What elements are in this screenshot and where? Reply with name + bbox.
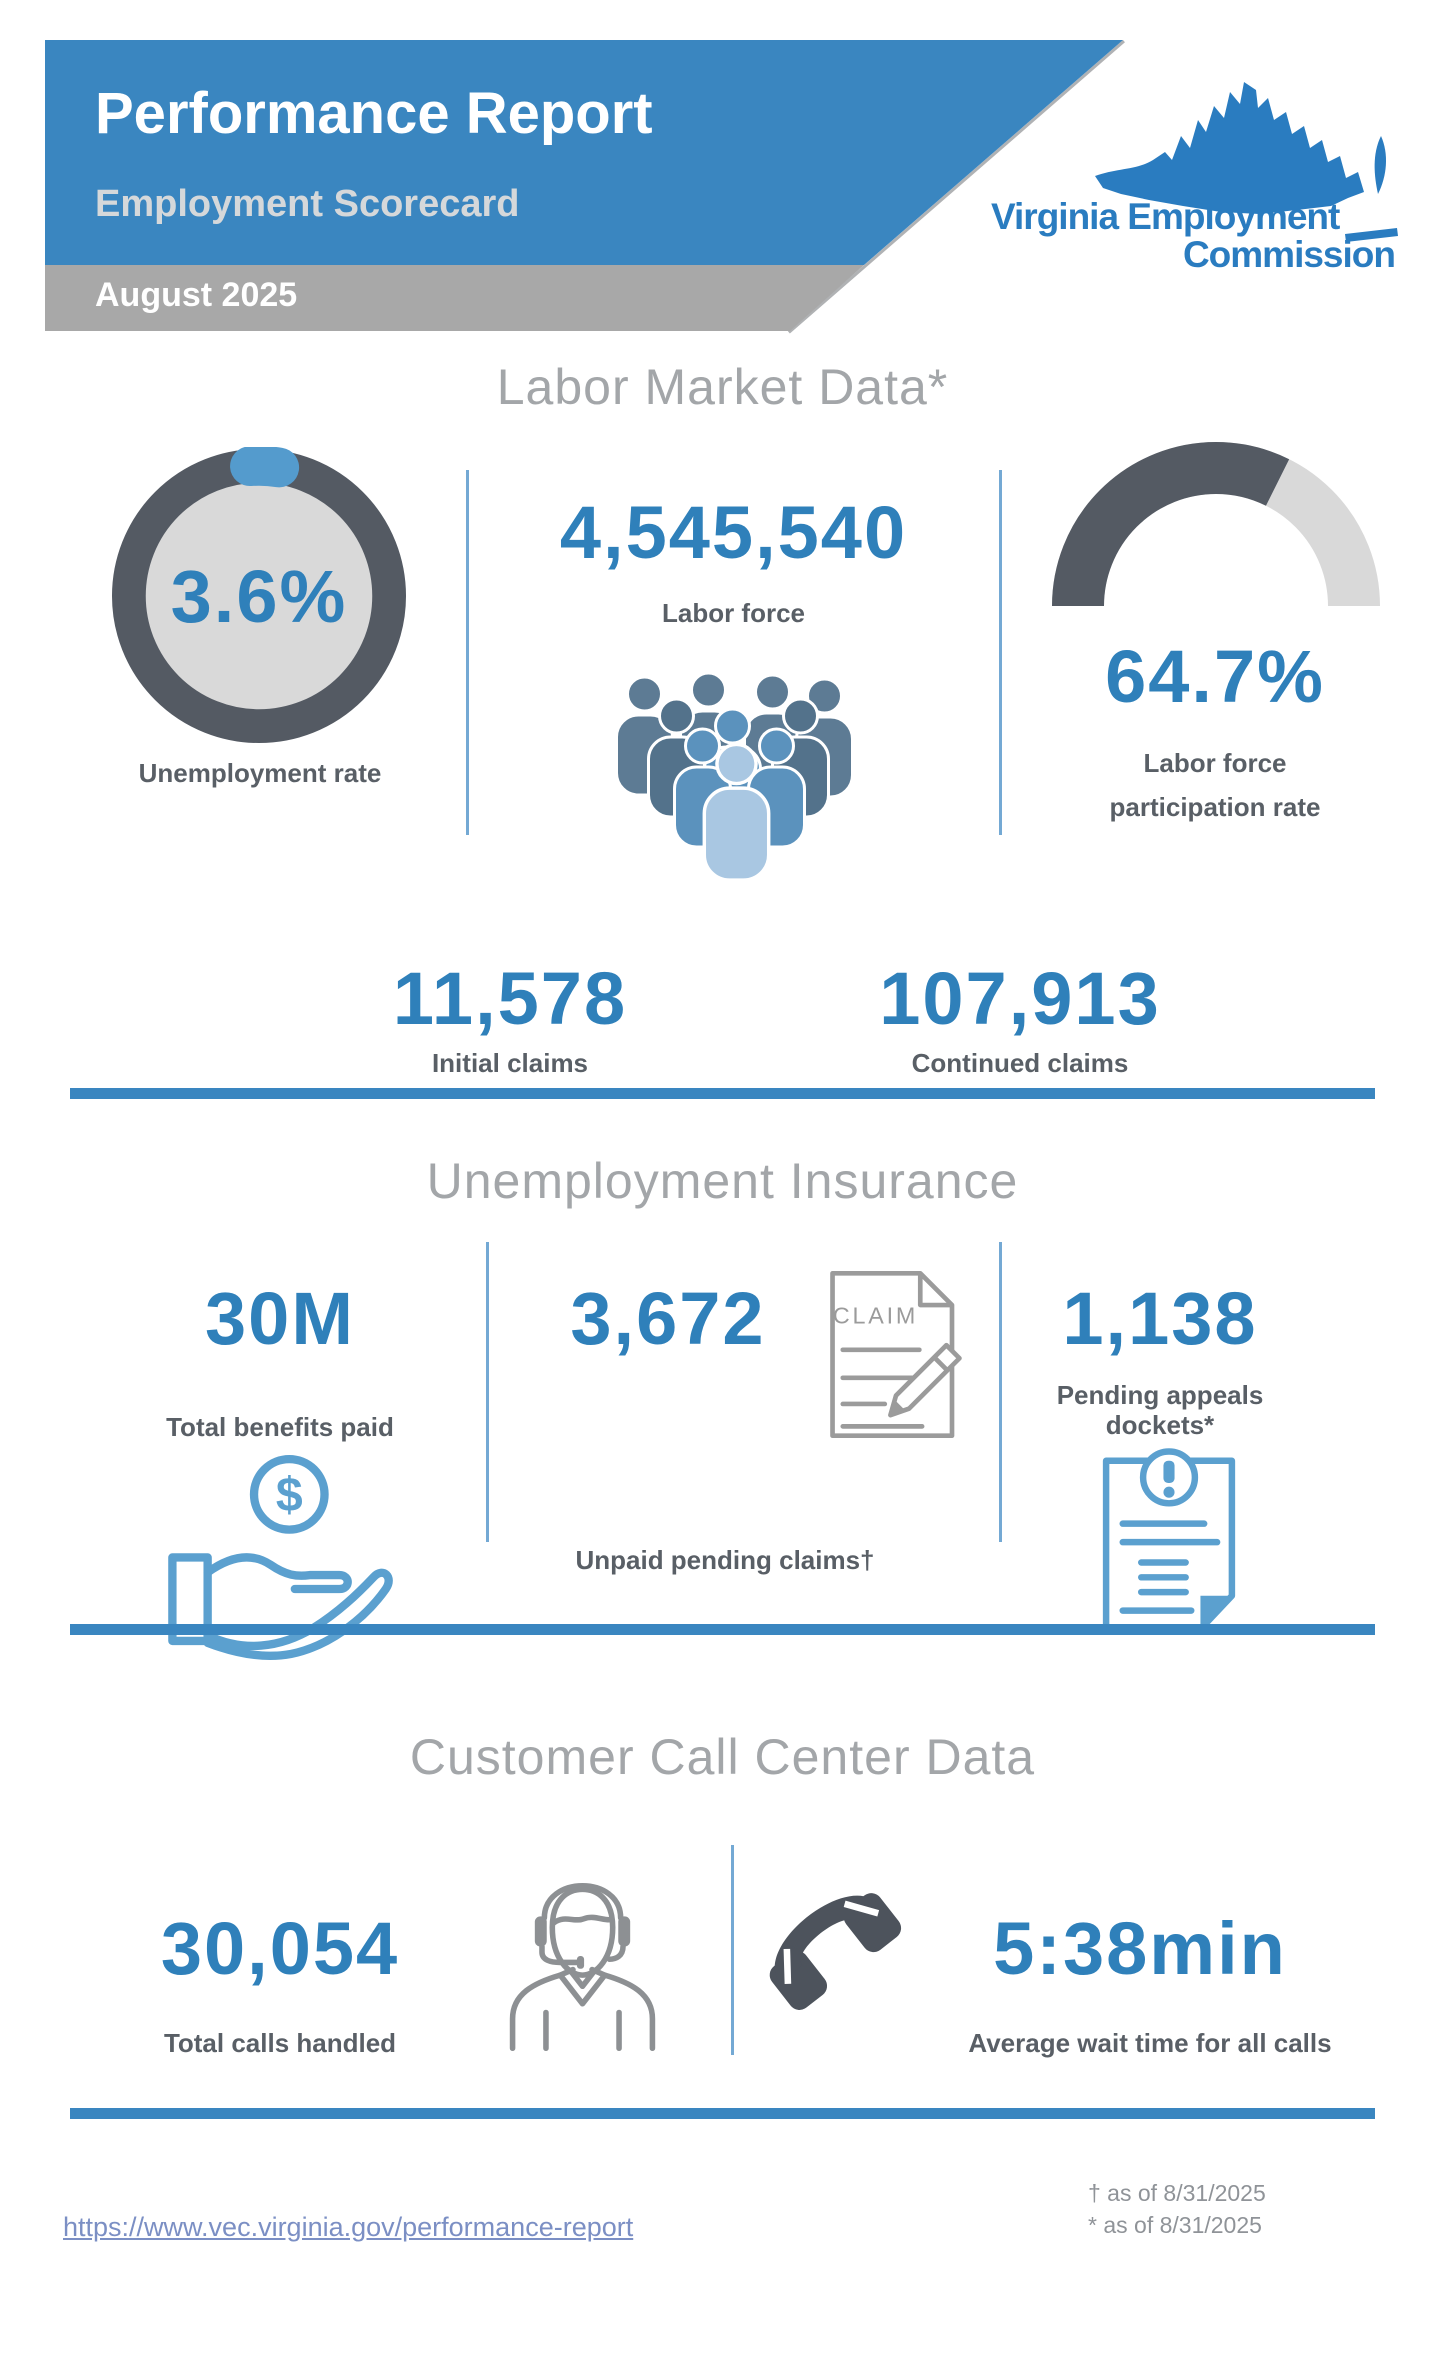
vec-logo: Virginia Employment Commission xyxy=(945,70,1403,295)
agent-head xyxy=(549,1886,616,1978)
logo-text-line2: Commission xyxy=(1182,234,1396,275)
hand-coin-icon: $ xyxy=(168,1454,393,1660)
calls-handled-label: Total calls handled xyxy=(163,2028,397,2058)
section-divider-2 xyxy=(70,1624,1375,1635)
claim-document-icon: CLAIM xyxy=(830,1270,962,1439)
unpaid-claims-value: 3,672 xyxy=(570,1277,766,1360)
wait-time-value: 5:38min xyxy=(993,1907,1287,1990)
continued-claims-value: 107,913 xyxy=(879,957,1161,1040)
people-group-icon xyxy=(615,671,852,882)
participation-rate-label-line2: participation rate xyxy=(1109,792,1321,822)
agent-vneck-outer xyxy=(557,1972,608,2007)
agent-vneck-inner xyxy=(568,1969,597,1990)
donut-value-arc xyxy=(110,447,408,745)
phone-bridge xyxy=(774,1895,880,1983)
participation-rate-value: 64.7% xyxy=(1105,635,1325,718)
pending-appeals-label-line2: dockets* xyxy=(1105,1410,1215,1440)
footnote-dagger: † as of 8/31/2025 xyxy=(1088,2180,1266,2206)
logo-brush-dash xyxy=(1345,228,1398,242)
phone-slit-right xyxy=(843,1900,880,1917)
footnote-star: * as of 8/31/2025 xyxy=(1088,2212,1262,2238)
section-title-call-center: Customer Call Center Data xyxy=(409,1729,1036,1785)
total-benefits-value: 30M xyxy=(205,1277,355,1360)
wait-time-label: Average wait time for all calls xyxy=(968,2028,1332,2058)
coin-circle xyxy=(249,1454,329,1534)
virginia-state-icon xyxy=(1095,82,1398,242)
headset-earpad-right xyxy=(618,1916,631,1947)
appeals-docket-icon xyxy=(1102,1448,1236,1633)
section-divider-3 xyxy=(70,2108,1375,2119)
headset-band xyxy=(541,1883,624,1921)
phone-icon xyxy=(769,1893,902,2010)
logo-text-line1: Virginia Employment xyxy=(991,196,1340,237)
pencil-tip xyxy=(890,1400,906,1416)
unemployment-rate-label: Unemployment rate xyxy=(138,758,382,788)
pencil-separator xyxy=(932,1355,949,1373)
divider-call-center xyxy=(731,1845,734,2055)
initial-claims-label: Initial claims xyxy=(431,1048,589,1078)
virginia-state-shape xyxy=(1095,82,1364,214)
hand-palm xyxy=(203,1553,352,1594)
claim-doc-fold xyxy=(917,1273,952,1308)
call-agent-icon xyxy=(509,1883,656,2052)
date-band xyxy=(45,265,864,331)
calls-handled-value: 30,054 xyxy=(160,1907,400,1990)
eastern-shore-shape xyxy=(1374,136,1387,194)
headset-earpad-left xyxy=(534,1916,547,1947)
unemployment-rate-donut xyxy=(110,447,408,745)
headset-mic xyxy=(576,1956,585,1969)
performance-report-link[interactable]: https://www.vec.virginia.gov/performance… xyxy=(63,2212,634,2242)
report-period: August 2025 xyxy=(95,276,298,314)
hand-cuff xyxy=(168,1553,212,1646)
pending-appeals-label-line1: Pending appeals xyxy=(1056,1380,1264,1410)
divider-ui-left xyxy=(486,1242,489,1542)
participation-rate-label-line1: Labor force xyxy=(1143,748,1287,778)
unpaid-claims-label: Unpaid pending claims† xyxy=(575,1545,875,1575)
page-title: Performance Report xyxy=(95,81,653,146)
headset-mic-arm xyxy=(539,1943,581,1966)
section-title-unemployment-insurance: Unemployment Insurance xyxy=(426,1153,1019,1209)
divider-labor-right xyxy=(999,470,1002,835)
pending-appeals-value: 1,138 xyxy=(1062,1277,1258,1360)
labor-force-value: 4,545,540 xyxy=(559,491,908,574)
agent-fringe xyxy=(551,1914,614,1926)
section-title-labor-market: Labor Market Data* xyxy=(496,359,949,415)
gauge-value-arc xyxy=(1052,442,1380,607)
coin-dollar-symbol: $ xyxy=(276,1468,303,1522)
hand-sweep xyxy=(203,1568,393,1660)
phone-slit-left xyxy=(783,1948,792,1984)
section-divider-1 xyxy=(70,1088,1375,1099)
total-benefits-label: Total benefits paid xyxy=(166,1412,394,1442)
participation-rate-gauge xyxy=(1052,442,1380,607)
alert-bar xyxy=(1163,1460,1175,1483)
initial-claims-value: 11,578 xyxy=(392,957,628,1040)
continued-claims-label: Continued claims xyxy=(911,1048,1129,1078)
claim-doc-text: CLAIM xyxy=(833,1303,918,1329)
alert-dot xyxy=(1163,1486,1175,1498)
divider-ui-right xyxy=(999,1242,1002,1542)
divider-labor-left xyxy=(466,470,469,835)
headset-right-hook xyxy=(606,1943,626,1963)
unemployment-rate-value: 3.6% xyxy=(170,555,348,638)
page-subtitle: Employment Scorecard xyxy=(95,183,520,225)
labor-force-label: Labor force xyxy=(661,598,806,628)
